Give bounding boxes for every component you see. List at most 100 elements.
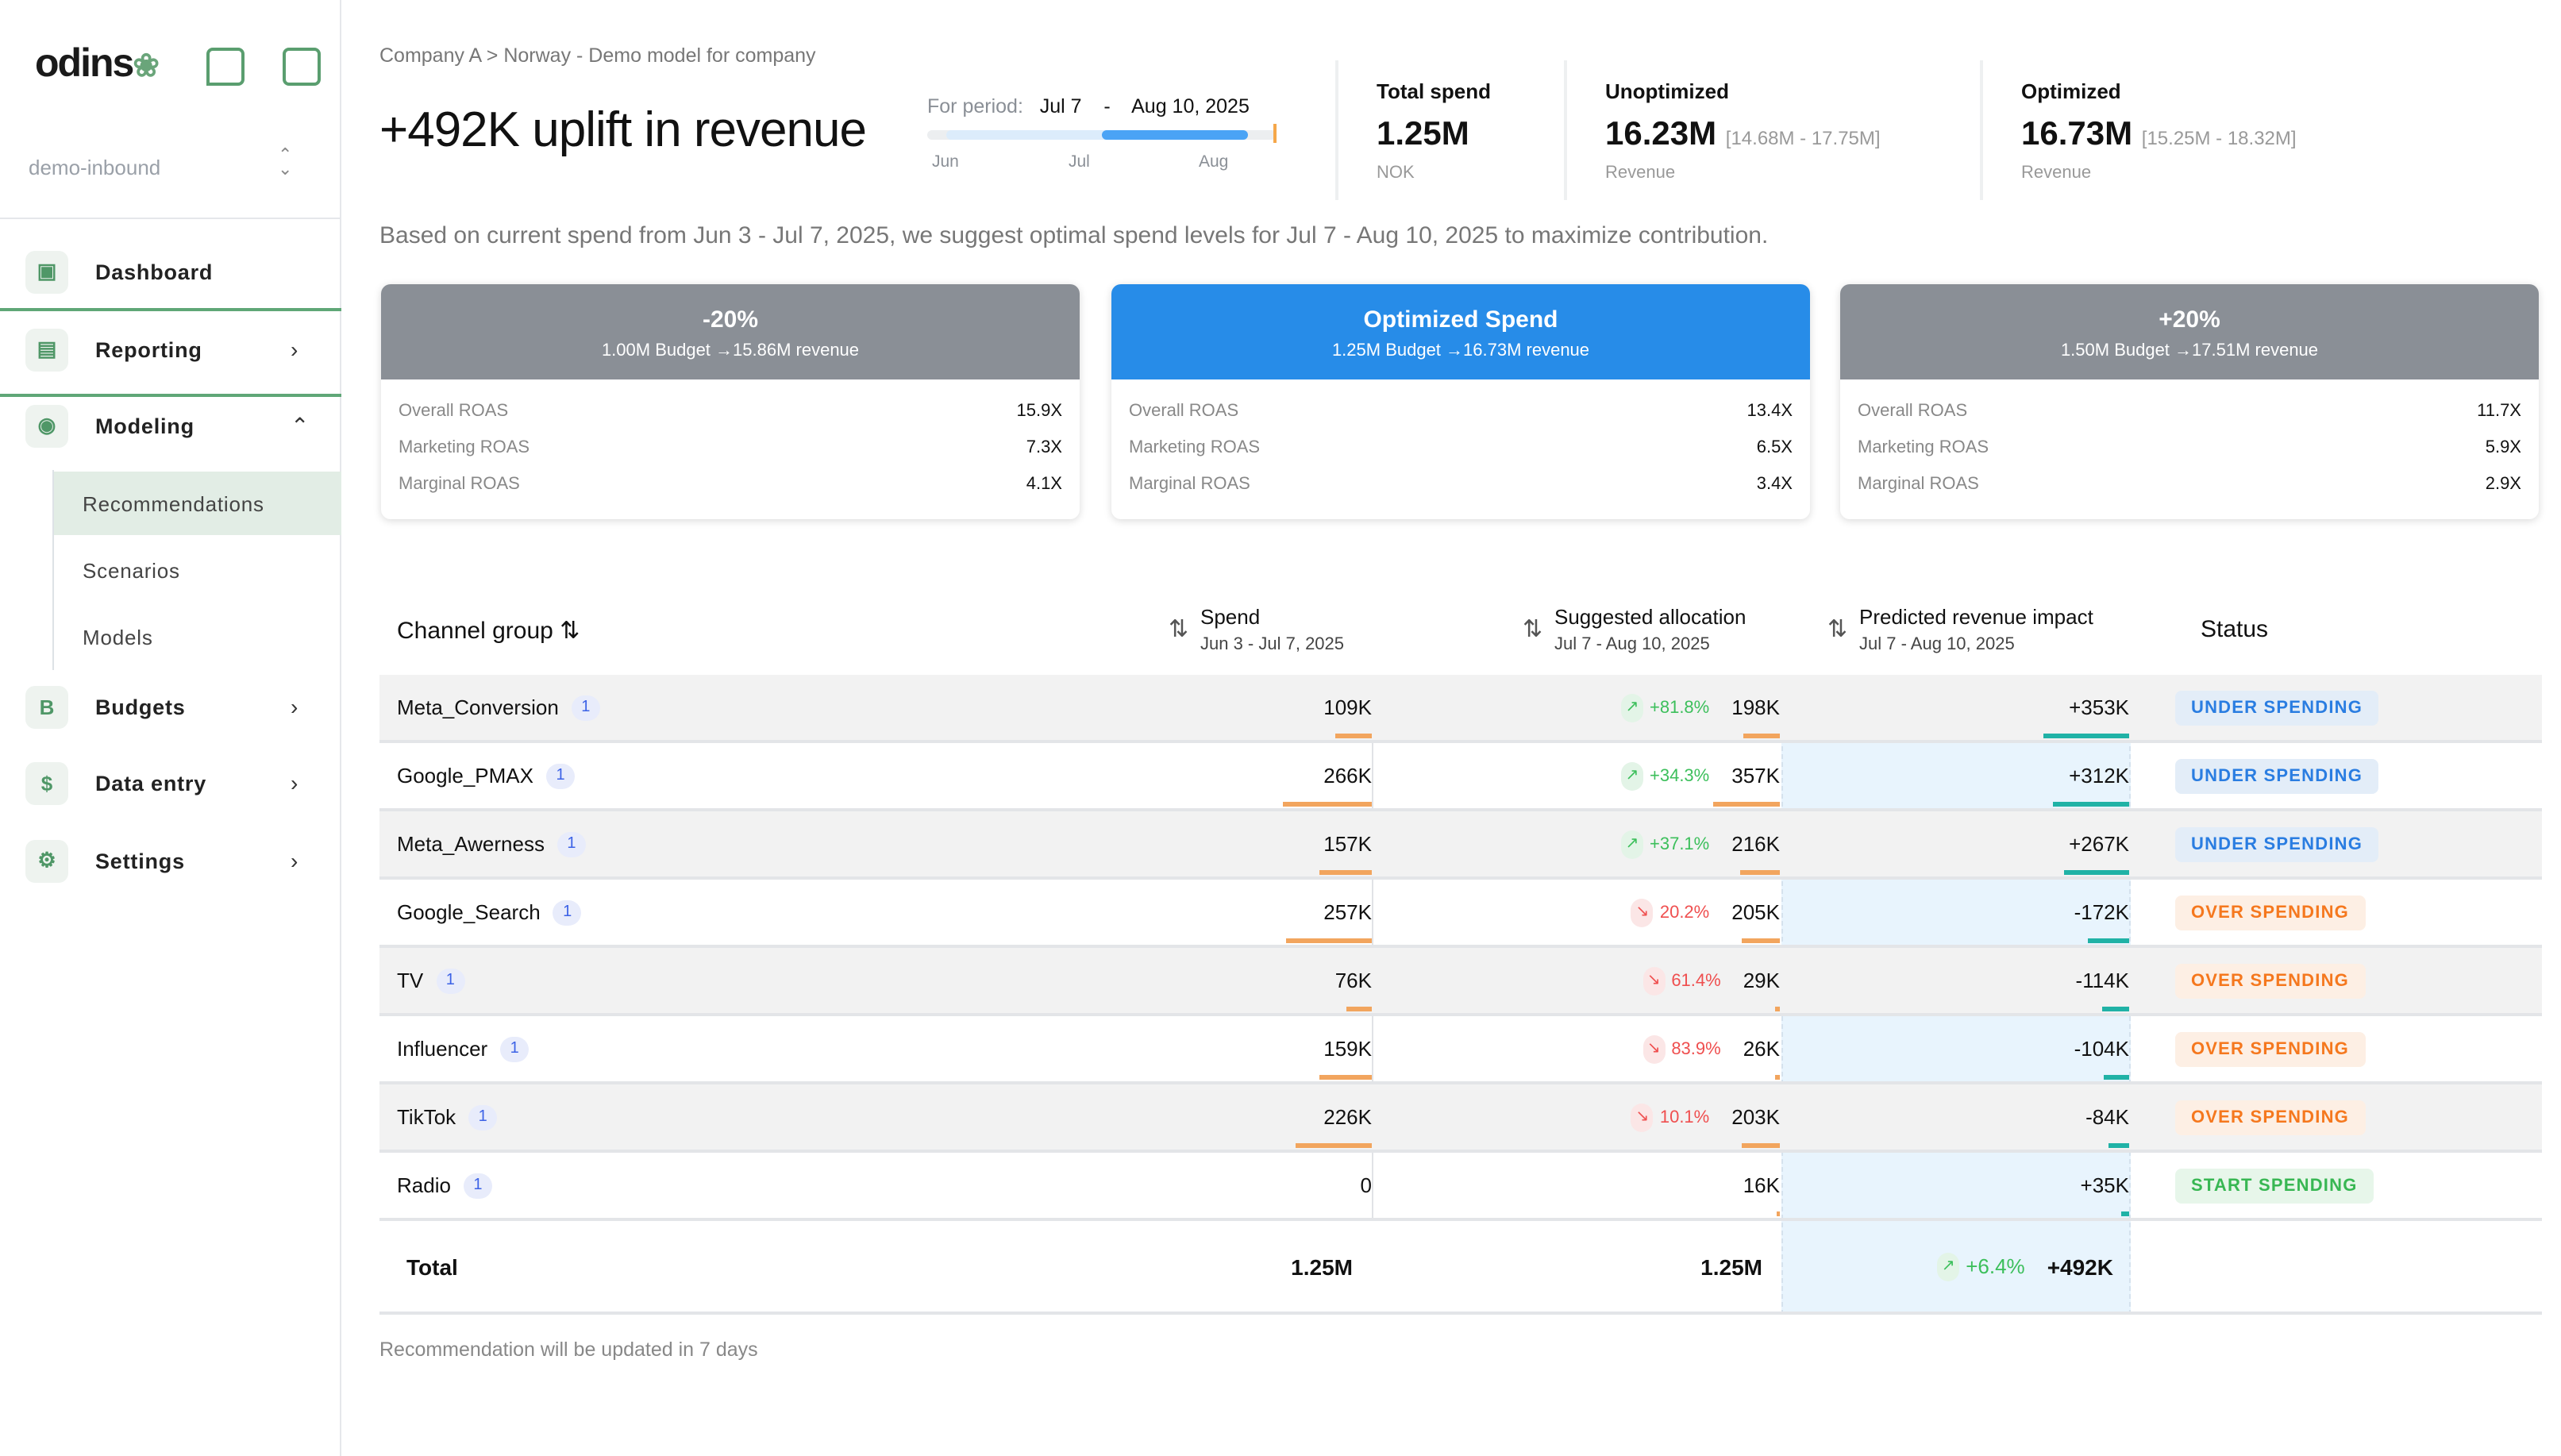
sidebar-item-dashboard[interactable]: ▣ Dashboard [0,235,341,308]
count-badge: 1 [463,1173,492,1198]
period-end[interactable]: Aug 10, 2025 [1131,95,1250,117]
count-badge: 1 [571,695,600,720]
total-row: Total 1.25M 1.25M ↗ +6.4% +492K [379,1221,2542,1315]
spend-bar [1319,1075,1372,1080]
impact-value: -172K [2074,900,2129,924]
arrow-up-right-icon: ↗ [1621,830,1643,858]
sidebar: odins❀ demo-inbound ⌃ ⌄ ▣ Dashboard ▤ Rep… [0,0,341,1456]
chevron-right-icon[interactable]: › [291,694,298,719]
table-row[interactable]: Google_PMAX 1 266K ↗ +34.3% 357K +312K UND… [379,743,2542,811]
channel-name[interactable]: Google_Search [397,900,541,924]
suggested-value: 205K [1731,900,1780,924]
gear-icon: ⚙ [25,839,68,882]
suggested-bar [1743,734,1780,738]
sidebar-item-data-entry[interactable]: $ Data entry › [0,746,341,819]
arrow-up-right-icon: ↗ [1621,693,1643,722]
scenario-card[interactable]: +20% 1.50M Budget →17.51M revenue Overall… [1840,284,2539,519]
chevron-up-icon[interactable]: ⌃ [291,412,310,437]
suggested-bar [1713,802,1780,807]
slider-end-marker [1273,124,1277,143]
spend-bar [1335,734,1372,738]
table-row[interactable]: Influencer 1 159K ↘ 83.9% 26K -104K OVER S… [379,1016,2542,1084]
period-selector[interactable]: For period: Jul 7 - Aug 10, 2025 [927,95,1250,117]
sidebar-item-modeling[interactable]: ◉ Modeling ⌃ [0,389,341,462]
change-indicator: ↗ +37.1% [1621,830,1709,858]
count-badge: 1 [468,1104,498,1130]
sidebar-item-settings[interactable]: ⚙ Settings › [0,824,341,897]
channel-name[interactable]: Radio [397,1173,451,1197]
sort-icon[interactable]: ⇅ [560,618,580,645]
table-row[interactable]: TV 1 76K ↘ 61.4% 29K -114K OVER SPENDING [379,948,2542,1016]
sidebar-subitem-models[interactable]: Models [83,625,153,649]
spend-value: 76K [1334,969,1372,992]
roas-row: Marginal ROAS 2.9X [1858,474,2521,493]
spend-bar [1346,1007,1372,1011]
suggested-value: 216K [1731,832,1780,856]
col-header-channel[interactable]: Channel group ⇅ [397,618,580,645]
roas-row: Marginal ROAS 4.1X [399,474,1062,493]
status-badge: UNDER SPENDING [2175,826,2379,861]
suggested-value: 357K [1731,764,1780,788]
suggested-bar [1739,870,1780,875]
suggested-bar [1774,1075,1780,1080]
impact-bar [2108,1143,2129,1148]
count-badge: 1 [500,1036,530,1061]
channel-name[interactable]: Meta_Conversion [397,695,559,719]
col-header-spend[interactable]: ⇅ Spend Jun 3 - Jul 7, 2025 [1169,605,1345,654]
table-row[interactable]: TikTok 1 226K ↘ 10.1% 203K -84K OVER SPEND… [379,1084,2542,1153]
impact-bar [2104,1075,2129,1080]
table-row[interactable]: Radio 1 0 16K +35K START SPENDING [379,1153,2542,1221]
impact-value: +312K [2069,764,2129,788]
col-header-suggested[interactable]: ⇅ Suggested allocation Jul 7 - Aug 10, 202… [1523,605,1746,654]
roas-row: Marginal ROAS 3.4X [1129,474,1793,493]
impact-value: -84K [2085,1105,2129,1129]
col-header-predicted[interactable]: ⇅ Predicted revenue impact Jul 7 - Aug 10,… [1827,605,2093,654]
status-badge: START SPENDING [2175,1168,2374,1203]
arrow-up-right-icon: ↗ [1937,1252,1960,1281]
change-indicator: ↘ 20.2% [1631,898,1709,926]
breadcrumb[interactable]: Company A > Norway - Demo model for comp… [379,44,816,67]
eye-dollar-icon: ◉ [25,404,68,447]
spend-value: 109K [1323,695,1372,719]
channel-name[interactable]: TV [397,969,424,992]
spend-value: 257K [1323,900,1372,924]
impact-bar [2064,870,2129,875]
spend-bar [1285,938,1372,943]
channel-name[interactable]: Meta_Awerness [397,832,545,856]
sidebar-item-reporting[interactable]: ▤ Reporting › [0,313,341,386]
channel-name[interactable]: TikTok [397,1105,456,1129]
table-row[interactable]: Google_Search 1 257K ↘ 20.2% 205K -172K OV… [379,880,2542,948]
kpi-total-spend: Total spend 1.25M NOK [1335,60,1491,200]
count-badge: 1 [436,968,465,993]
sidebar-subitem-recommendations[interactable]: Recommendations [54,472,341,535]
scenario-card[interactable]: -20% 1.00M Budget →15.86M revenue Overall… [381,284,1080,519]
impact-bar [2043,734,2129,738]
workspace-selector[interactable]: demo-inbound [29,156,161,179]
chevron-up-down-icon[interactable]: ⌃ ⌄ [278,146,293,179]
spend-value: 226K [1323,1105,1372,1129]
slider-selection[interactable] [1102,130,1248,140]
change-indicator: ↗ +34.3% [1621,761,1709,790]
sort-icon[interactable]: ⇅ [1169,616,1189,643]
table-row[interactable]: Meta_Conversion 1 109K ↗ +81.8% 198K +353K… [379,675,2542,743]
chevron-right-icon[interactable]: › [291,770,298,795]
count-badge: 1 [556,831,586,857]
sidebar-subitem-scenarios[interactable]: Scenarios [83,558,180,582]
search-chat-icon[interactable] [206,48,245,86]
sort-icon[interactable]: ⇅ [1827,616,1848,643]
period-slider[interactable] [927,124,1277,143]
suggested-value: 198K [1731,695,1780,719]
page-title: +492K uplift in revenue [379,102,867,157]
chevron-right-icon[interactable]: › [291,337,298,362]
sidebar-toggle-icon[interactable] [283,48,321,86]
table-row[interactable]: Meta_Awerness 1 157K ↗ +37.1% 216K +267K U… [379,811,2542,880]
sidebar-item-budgets[interactable]: B Budgets › [0,670,341,743]
period-start[interactable]: Jul 7 [1039,95,1082,117]
sort-icon[interactable]: ⇅ [1523,616,1543,643]
chevron-right-icon[interactable]: › [291,848,298,873]
channel-name[interactable]: Influencer [397,1037,488,1061]
scenario-card[interactable]: Optimized Spend 1.25M Budget →16.73M reve… [1111,284,1810,519]
channel-name[interactable]: Google_PMAX [397,764,533,788]
arrow-down-right-icon: ↘ [1643,966,1666,995]
spend-value: 157K [1323,832,1372,856]
